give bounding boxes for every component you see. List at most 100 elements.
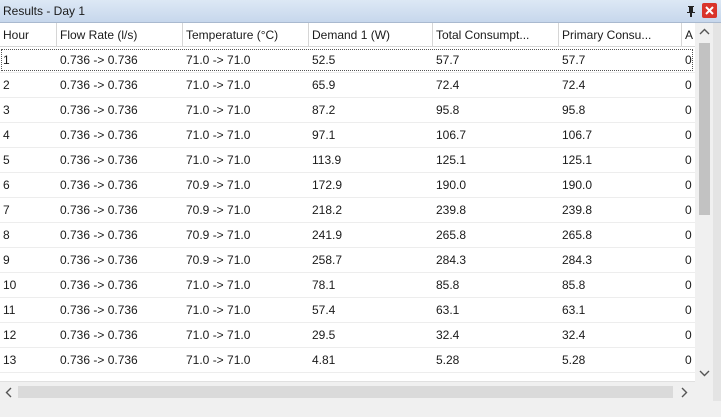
- table-cell: 218.2: [309, 198, 433, 223]
- table-cell: 65.9: [309, 73, 433, 98]
- table-cell: 258.7: [309, 248, 433, 273]
- table-cell: 78.1: [309, 273, 433, 298]
- table-cell: 265.8: [559, 223, 682, 248]
- table-cell: 63.1: [433, 298, 559, 323]
- table-cell: 71.0 -> 71.0: [183, 148, 309, 173]
- table-cell: 71.0 -> 71.0: [183, 73, 309, 98]
- column-header[interactable]: Total Consumpt...: [433, 23, 559, 47]
- column-header[interactable]: Demand 1 (W): [309, 23, 433, 47]
- scroll-thumb[interactable]: [18, 386, 673, 398]
- table-cell: 7: [0, 198, 57, 223]
- table-cell: 265.8: [433, 223, 559, 248]
- column-header[interactable]: Hour: [0, 23, 57, 47]
- table-cell: 71.0 -> 71.0: [183, 348, 309, 373]
- table-cell: 0.736 -> 0.736: [57, 298, 183, 323]
- table-cell: 95.8: [433, 98, 559, 123]
- table-cell: 125.1: [559, 148, 682, 173]
- scroll-down[interactable]: [699, 369, 710, 377]
- column-header[interactable]: Flow Rate (l/s): [57, 23, 183, 47]
- table-cell: 85.8: [559, 273, 682, 298]
- table-cell: 5.28: [433, 348, 559, 373]
- table-cell: 97.1: [309, 123, 433, 148]
- focus-outline: [1, 49, 693, 71]
- table-cell: 0: [682, 173, 695, 198]
- table-cell: 57.4: [309, 298, 433, 323]
- table-cell: 0: [682, 198, 695, 223]
- table-cell: 32.4: [559, 323, 682, 348]
- table-cell: 32.4: [433, 323, 559, 348]
- table-cell: 12: [0, 323, 57, 348]
- table-cell: 29.5: [309, 323, 433, 348]
- scroll-thumb[interactable]: [699, 43, 710, 215]
- vertical-scrollbar[interactable]: [695, 23, 713, 381]
- table-cell: 0: [682, 273, 695, 298]
- table-cell: 0.736 -> 0.736: [57, 123, 183, 148]
- horizontal-scrollbar[interactable]: [0, 381, 695, 402]
- table-cell: 106.7: [559, 123, 682, 148]
- table-cell: 52.5: [309, 48, 433, 73]
- table-cell: 0: [682, 248, 695, 273]
- table-cell: 10: [0, 273, 57, 298]
- table-cell: 71.0 -> 71.0: [183, 273, 309, 298]
- table-cell: 57.7: [559, 48, 682, 73]
- table-cell: 0.736 -> 0.736: [57, 348, 183, 373]
- table-cell: 63.1: [559, 298, 682, 323]
- column-header[interactable]: A: [682, 23, 695, 47]
- table-cell: 0: [682, 298, 695, 323]
- table-cell: 0.736 -> 0.736: [57, 48, 183, 73]
- table-cell: 284.3: [559, 248, 682, 273]
- results-grid[interactable]: Hour Flow Rate (l/s) Temperature (°C) Deman…: [0, 23, 695, 381]
- pin-button[interactable]: [685, 4, 697, 18]
- table-cell: 72.4: [559, 73, 682, 98]
- table-cell: 71.0 -> 71.0: [183, 123, 309, 148]
- table-cell: 5.28: [559, 348, 682, 373]
- table-cell: 0.736 -> 0.736: [57, 73, 183, 98]
- table-cell: 0.736 -> 0.736: [57, 98, 183, 123]
- table-cell: 72.4: [433, 73, 559, 98]
- table-cell: 0: [682, 348, 695, 373]
- scroll-right[interactable]: [680, 387, 688, 398]
- table-cell: 190.0: [433, 173, 559, 198]
- table-cell: 70.9 -> 71.0: [183, 173, 309, 198]
- table-cell: 5: [0, 148, 57, 173]
- table-cell: 71.0 -> 71.0: [183, 98, 309, 123]
- table-cell: 71.0 -> 71.0: [183, 323, 309, 348]
- table-cell: 125.1: [433, 148, 559, 173]
- table-cell: 95.8: [559, 98, 682, 123]
- table-cell: 6: [0, 173, 57, 198]
- column-header[interactable]: Temperature (°C): [183, 23, 309, 47]
- close-button[interactable]: [702, 3, 717, 18]
- table-cell: 87.2: [309, 98, 433, 123]
- table-cell: 0.736 -> 0.736: [57, 323, 183, 348]
- table-cell: 4: [0, 123, 57, 148]
- table-cell: 0.736 -> 0.736: [57, 173, 183, 198]
- table-cell: 0: [682, 123, 695, 148]
- table-cell: 172.9: [309, 173, 433, 198]
- table-cell: 284.3: [433, 248, 559, 273]
- status-bar: [0, 402, 721, 417]
- table-cell: 0.736 -> 0.736: [57, 223, 183, 248]
- window-title: Results - Day 1: [3, 4, 86, 18]
- table-cell: 8: [0, 223, 57, 248]
- table-cell: 0: [682, 223, 695, 248]
- scroll-corner: [695, 381, 713, 401]
- table-cell: 0: [682, 148, 695, 173]
- table-cell: 239.8: [433, 198, 559, 223]
- table-cell: 0: [682, 48, 695, 73]
- table-cell: 2: [0, 73, 57, 98]
- table-cell: 85.8: [433, 273, 559, 298]
- table-cell: 239.8: [559, 198, 682, 223]
- table-cell: 0: [682, 323, 695, 348]
- table-cell: 71.0 -> 71.0: [183, 298, 309, 323]
- table-cell: 4.81: [309, 348, 433, 373]
- scroll-left[interactable]: [5, 387, 13, 398]
- table-cell: 0: [682, 73, 695, 98]
- table-cell: 1: [0, 48, 57, 73]
- table-cell: 70.9 -> 71.0: [183, 248, 309, 273]
- column-header[interactable]: Primary Consu...: [559, 23, 682, 47]
- title-bar: Results - Day 1: [0, 0, 721, 23]
- table-cell: 57.7: [433, 48, 559, 73]
- scroll-up[interactable]: [699, 28, 710, 36]
- table-cell: 71.0 -> 71.0: [183, 48, 309, 73]
